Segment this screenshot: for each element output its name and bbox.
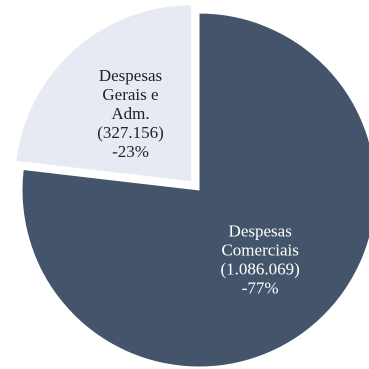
slice-name-line: Despesas — [229, 221, 292, 240]
slice-name-line: Gerais e — [102, 85, 158, 104]
pie-slice-1 — [15, 4, 193, 183]
slice-name-line: Despesas — [99, 66, 162, 85]
slice-name-line: Adm. — [111, 104, 149, 123]
slice-percent-label: -23% — [112, 142, 149, 161]
slice-value-label: (1.086.069) — [221, 259, 300, 278]
pie-slice-0 — [21, 12, 369, 368]
pie-slices — [15, 4, 369, 368]
slice-value-label: (327.156) — [97, 123, 164, 142]
slice-name-line: Comerciais — [221, 240, 298, 259]
pie-labels: Despesas Comerciais (1.086.069) -77%Despesa… — [97, 66, 300, 297]
slice-percent-label: -77% — [242, 278, 279, 297]
pie-slice-label-1: Despesas Gerais e Adm. (327.156) -23% — [97, 66, 164, 161]
pie-slice-label-0: Despesas Comerciais (1.086.069) -77% — [221, 221, 300, 297]
